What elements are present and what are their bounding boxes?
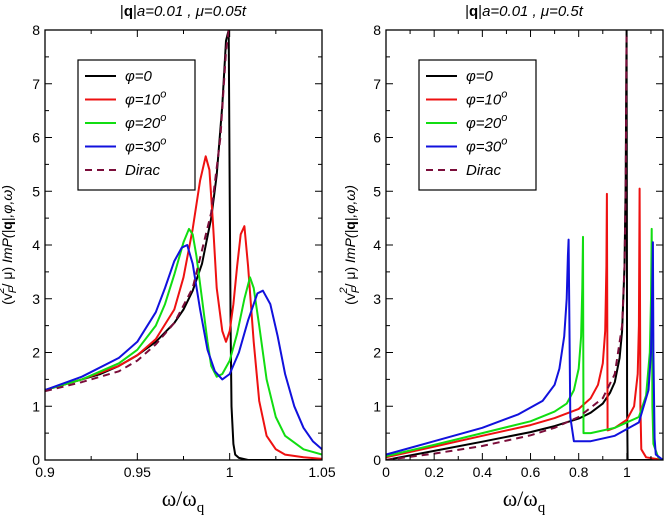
x-axis-label: ω/ωq [162,486,205,516]
legend-label: φ=30o [466,136,507,156]
x-tick-label: 0.8 [569,464,589,480]
legend-label: φ=10o [466,89,507,109]
legend: φ=0 φ=10o φ=20o φ=30o Dirac [418,59,537,191]
legend-label: φ=20o [125,112,166,132]
y-tick-label: 8 [373,22,381,38]
chart-title: |q|a=0.01 , μ=0.05t [120,3,247,20]
legend-box [418,59,537,191]
y-tick-label: 3 [373,291,381,307]
y-tick-label: 1 [32,398,40,414]
x-tick-label: 1 [623,464,631,480]
series-line-2 [45,227,322,456]
y-tick-label: 4 [32,237,40,253]
y-tick-label: 2 [32,345,40,361]
series-line-1 [45,155,322,460]
y-tick-label: 6 [32,130,40,146]
series-line-4 [386,30,628,460]
legend-label: φ=30o [125,136,166,156]
legend-label: φ=20o [466,112,507,132]
y-tick-label: 2 [373,345,381,361]
axis-ticks: 0 0.2 0.4 0.6 0.8 1 0 1 2 3 4 5 6 7 8 [373,22,663,480]
plot-area [45,30,322,460]
series-line-1 [386,187,663,460]
x-tick-label: 0.4 [473,464,493,480]
y-tick-label: 5 [32,183,40,199]
y-axis-label: (vF2/ μ) ImP(|q|,φ,ω) [0,185,19,305]
x-tick-label: 0.95 [124,464,151,480]
y-tick-label: 7 [373,76,381,92]
legend-box [77,59,196,191]
y-tick-label: 7 [32,76,40,92]
x-tick-label: 1.05 [308,464,335,480]
y-tick-label: 8 [32,22,40,38]
y-axis-label: (vF2/ μ) ImP(|q|,φ,ω) [338,185,362,305]
y-tick-label: 6 [373,130,381,146]
y-tick-label: 1 [373,398,381,414]
y-tick-label: 0 [373,452,381,468]
x-tick-label: 0 [382,464,390,480]
legend-label: φ=0 [125,68,153,85]
chart-right: |q|a=0.01 , μ=0.5t 0 0.2 0.4 0.6 0.8 1 0 1 2 3 4 5 6… [338,3,664,516]
legend-label: φ=0 [466,68,494,85]
legend-label: Dirac [466,162,502,179]
x-tick-label: 0.6 [521,464,541,480]
y-tick-label: 3 [32,291,40,307]
legend: φ=0 φ=10o φ=20o φ=30o Dirac [77,59,196,191]
legend-label: φ=10o [125,89,166,109]
y-tick-label: 5 [373,183,381,199]
axis-ticks: 0.9 0.95 1 1.05 0 1 2 3 4 5 6 7 8 [32,22,336,480]
plot-area [386,30,663,460]
y-tick-label: 0 [32,452,40,468]
series-line-3 [45,244,322,451]
x-tick-label: 0.9 [35,464,55,480]
chart-left: |q|a=0.01 , μ=0.05t 0.9 0.95 1 1.05 0 1 2 3 4 5 6 7… [0,3,336,516]
series-line-4 [45,30,230,393]
y-tick-label: 4 [373,237,381,253]
chart-title: |q|a=0.01 , μ=0.5t [465,3,584,20]
x-axis-label: ω/ωq [503,486,546,516]
x-tick-label: 0.2 [424,464,444,480]
series-line-3 [386,238,663,460]
series-line-0 [386,30,663,460]
x-tick-label: 1 [226,464,234,480]
legend-label: Dirac [125,162,161,179]
